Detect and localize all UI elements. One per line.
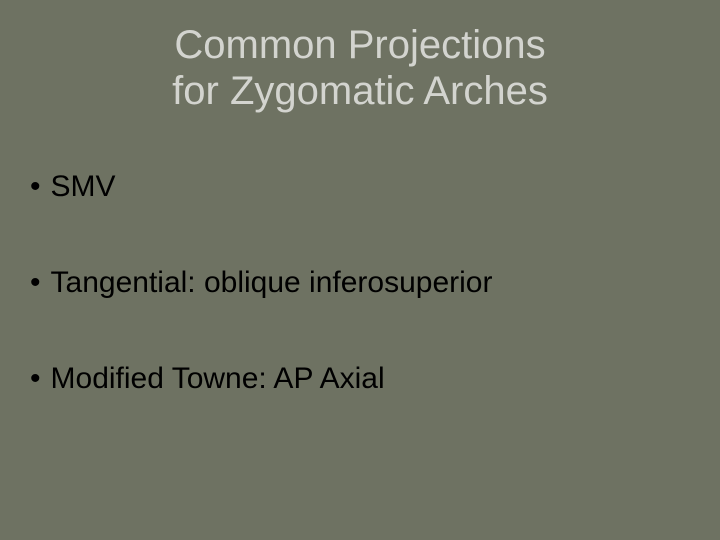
- title-line-2: for Zygomatic Arches: [172, 69, 548, 113]
- bullet-text: Tangential: oblique inferosuperior: [51, 266, 493, 300]
- bullet-icon: •: [30, 362, 41, 396]
- bullet-text: SMV: [51, 170, 116, 204]
- title-line-1: Common Projections: [174, 23, 545, 67]
- list-item: • Tangential: oblique inferosuperior: [30, 266, 690, 300]
- bullet-text: Modified Towne: AP Axial: [51, 362, 385, 396]
- bullet-icon: •: [30, 266, 41, 300]
- list-item: • Modified Towne: AP Axial: [30, 362, 690, 396]
- bullet-icon: •: [30, 170, 41, 204]
- slide-title: Common Projections for Zygomatic Arches: [0, 0, 720, 114]
- list-item: • SMV: [30, 170, 690, 204]
- slide-body: • SMV • Tangential: oblique inferosuperi…: [30, 170, 690, 396]
- slide: Common Projections for Zygomatic Arches …: [0, 0, 720, 540]
